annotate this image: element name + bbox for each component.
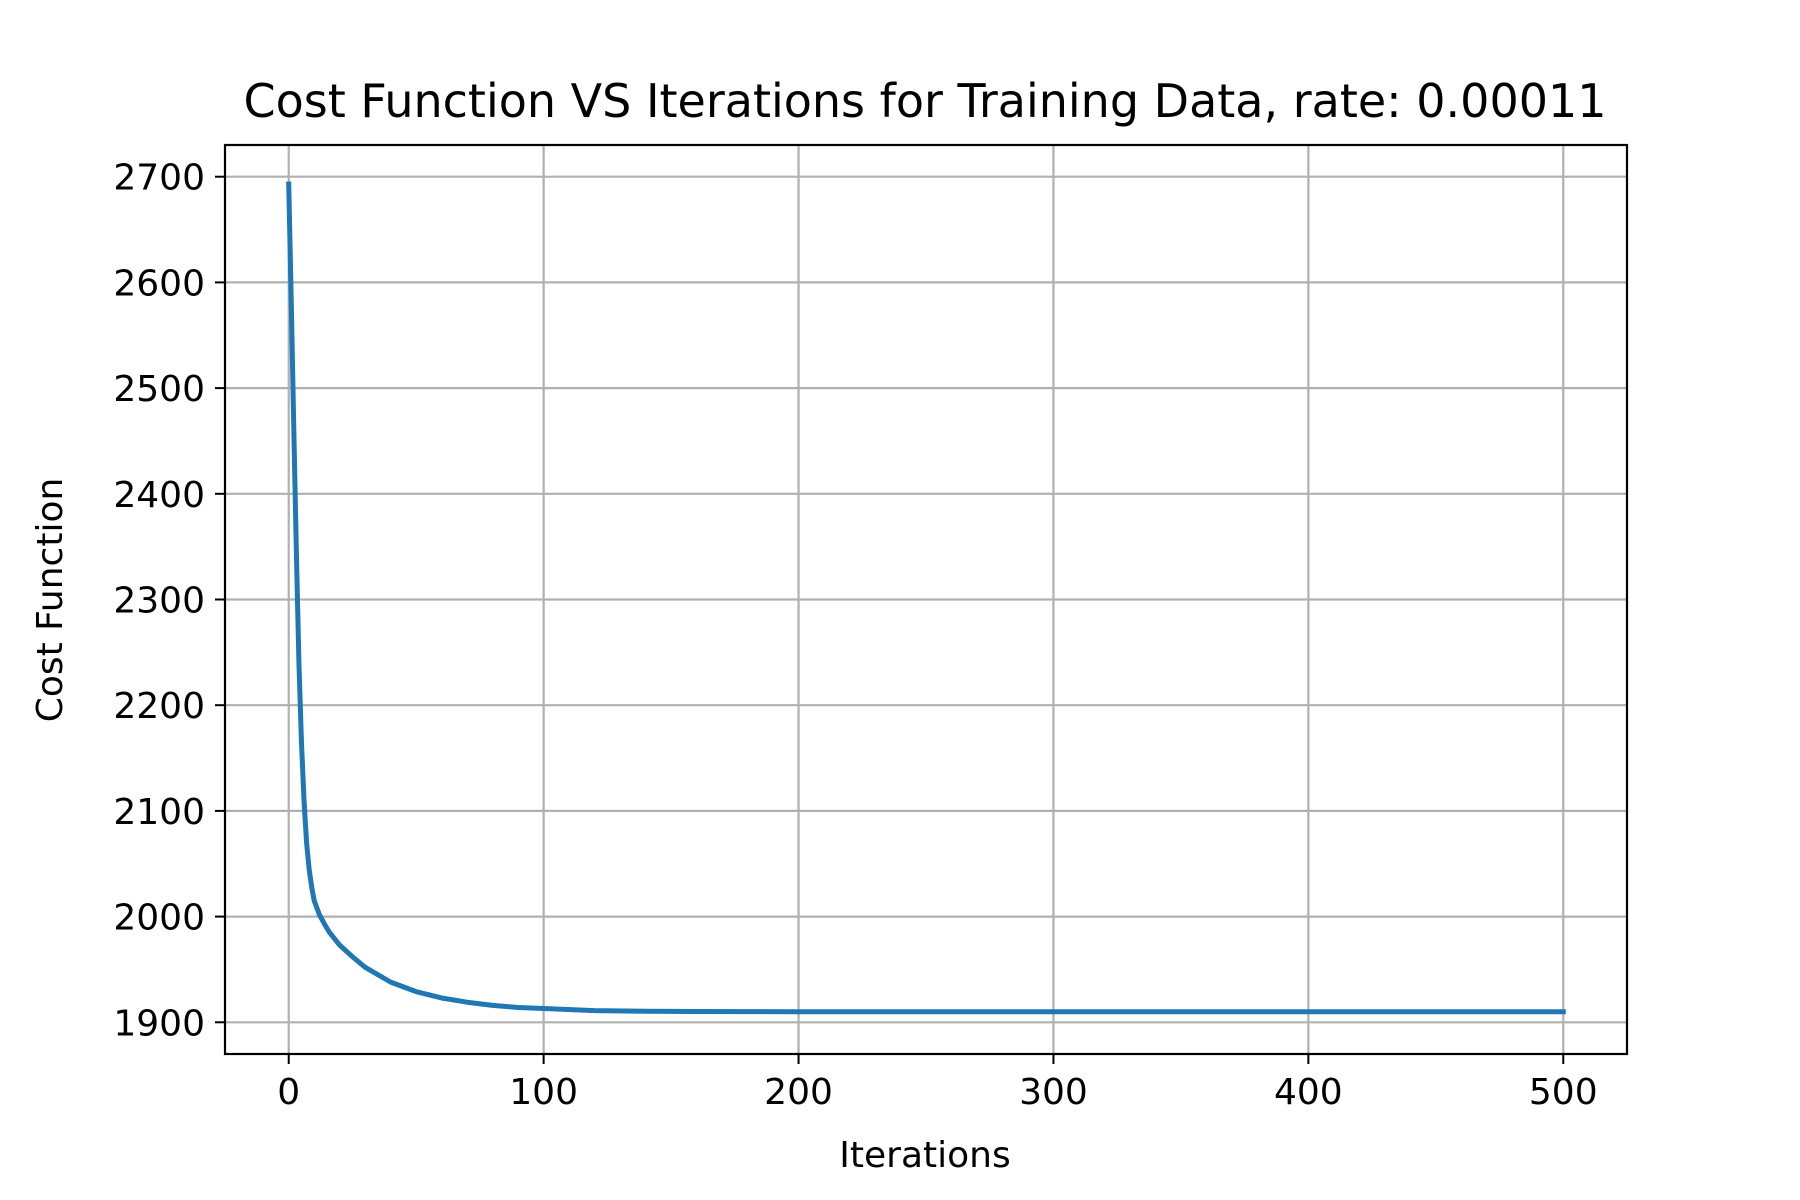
y-tick-label: 2300 xyxy=(113,581,205,622)
x-tick-label: 400 xyxy=(1274,1072,1343,1113)
x-tick-label: 0 xyxy=(277,1072,300,1113)
grid xyxy=(225,145,1627,1054)
y-tick-label: 2500 xyxy=(113,369,205,410)
x-axis-label: Iterations xyxy=(839,1135,1010,1176)
y-tick-label: 2100 xyxy=(113,792,205,833)
x-tick-label: 300 xyxy=(1019,1072,1088,1113)
y-tick-label: 2200 xyxy=(113,686,205,727)
y-tick-label: 2600 xyxy=(113,263,205,304)
ticks: 0 100 200 300 400 500 1900 2000 2100 2200 2300 2400… xyxy=(113,158,1597,1113)
x-tick-label: 500 xyxy=(1529,1072,1598,1113)
chart-title: Cost Function VS Iterations for Training… xyxy=(243,74,1606,128)
cost-series-line xyxy=(286,181,1566,1015)
x-tick-label: 100 xyxy=(509,1072,578,1113)
y-tick-label: 2000 xyxy=(113,898,205,939)
y-tick-label: 2400 xyxy=(113,475,205,516)
series-layer xyxy=(286,181,1566,1015)
y-axis-label: Cost Function xyxy=(30,478,71,723)
x-tick-label: 200 xyxy=(764,1072,833,1113)
y-tick-label: 1900 xyxy=(113,1003,205,1044)
y-tick-label: 2700 xyxy=(113,158,205,199)
